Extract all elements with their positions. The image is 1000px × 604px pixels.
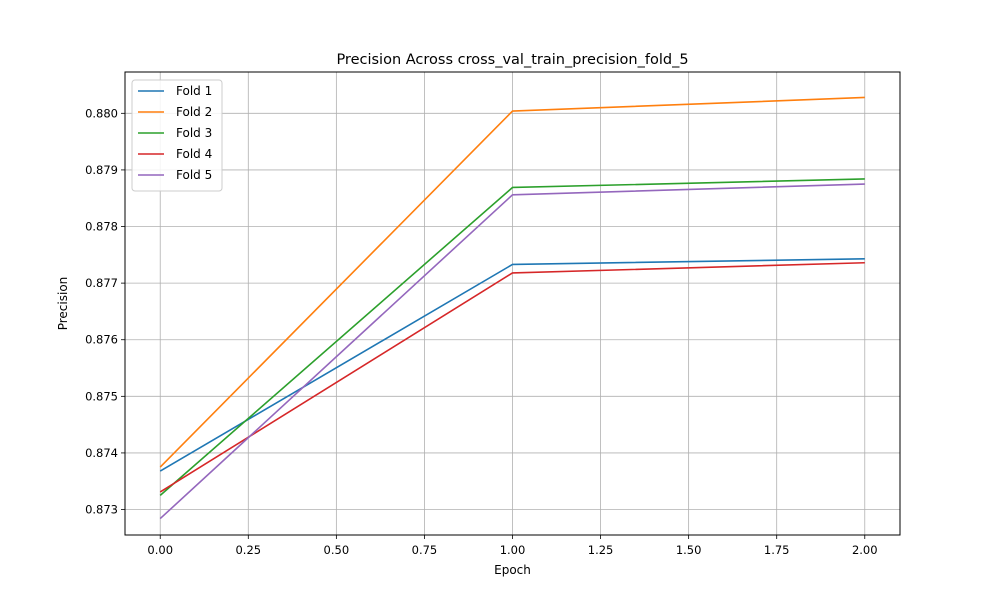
grid	[125, 72, 900, 535]
legend-label: Fold 5	[176, 168, 212, 182]
series-lines	[159, 96, 865, 520]
series-line-fold-4	[159, 261, 865, 493]
x-tick-label: 1.00	[500, 543, 526, 557]
y-tick-label: 0.873	[85, 503, 118, 517]
legend-label: Fold 2	[176, 105, 212, 119]
x-axis-ticks: 0.00 0.25 0.50 0.75 1.00 1.25 1.50 1.75 2.00	[147, 535, 878, 557]
x-tick-label: 0.00	[147, 543, 173, 557]
y-axis-label: Precision	[56, 277, 70, 331]
legend-label: Fold 1	[176, 84, 212, 98]
series-line-fold-2	[159, 96, 865, 468]
y-tick-label: 0.878	[85, 220, 118, 234]
y-tick-label: 0.875	[85, 389, 118, 403]
y-axis-ticks: 0.873 0.874 0.875 0.876 0.877 0.878 0.879 0.880	[85, 106, 125, 517]
x-tick-label: 0.75	[412, 543, 438, 557]
x-tick-label: 1.25	[588, 543, 614, 557]
y-tick-label: 0.879	[85, 163, 118, 177]
y-tick-label: 0.880	[85, 106, 118, 120]
y-tick-label: 0.877	[85, 276, 118, 290]
x-tick-label: 1.50	[676, 543, 702, 557]
x-tick-label: 0.25	[235, 543, 261, 557]
legend-box	[131, 79, 223, 192]
legend-label: Fold 3	[176, 126, 212, 140]
legend: Fold 1 Fold 2 Fold 3 Fold 4 Fold 5	[131, 79, 223, 192]
x-tick-label: 2.00	[852, 543, 878, 557]
y-tick-label: 0.874	[85, 446, 118, 460]
chart-title: Precision Across cross_val_train_precisi…	[336, 52, 688, 68]
series-line-fold-5	[159, 183, 865, 520]
x-axis-label: Epoch	[494, 563, 531, 577]
series-line-fold-3	[159, 178, 865, 496]
legend-label: Fold 4	[176, 147, 212, 161]
y-tick-label: 0.876	[85, 333, 118, 347]
x-tick-label: 1.75	[764, 543, 790, 557]
series-line-fold-1	[159, 257, 865, 472]
x-tick-label: 0.50	[324, 543, 350, 557]
